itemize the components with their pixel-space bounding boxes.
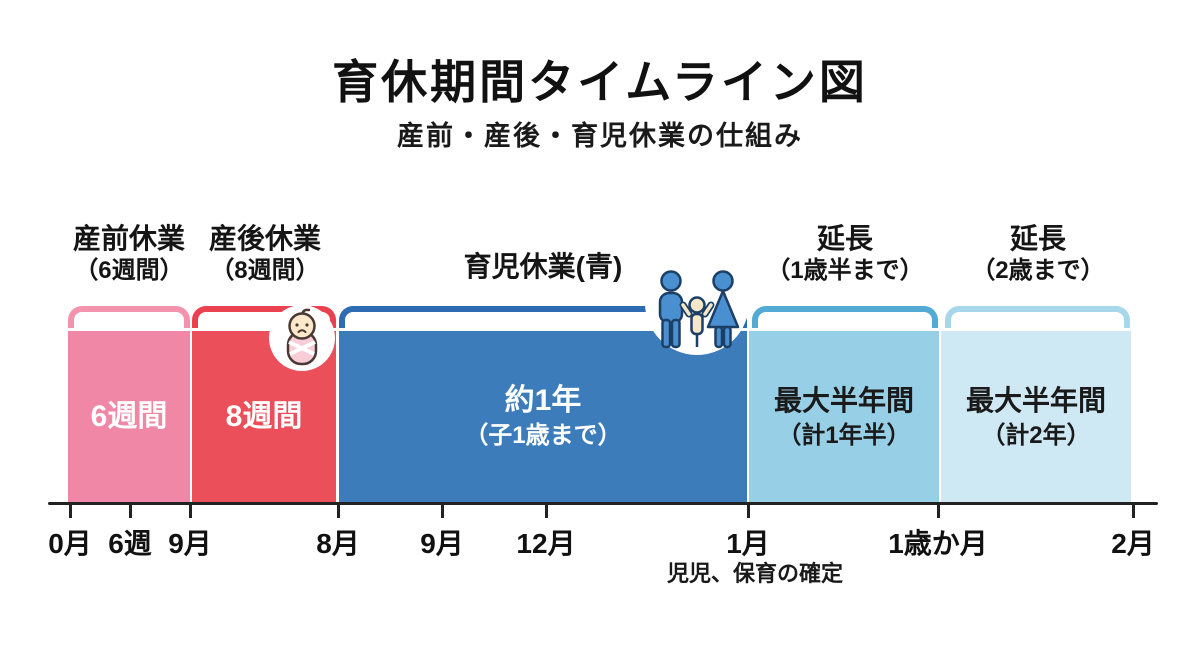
page-title: 育休期間タイムライン図	[332, 56, 868, 108]
bar-text: 6週間	[90, 399, 168, 433]
heading-postnatal-leave: 産後休業 （8週間）	[184, 222, 346, 286]
axis-tick-label: 1月	[726, 528, 770, 559]
axis-tick	[441, 505, 444, 518]
axis-tick-label: 0月	[48, 528, 92, 559]
bracket-prenatal-leave	[68, 306, 190, 328]
axis-tick-label: 9月	[420, 528, 464, 559]
axis-tick	[1132, 505, 1135, 518]
heading-extension-18mo: 延長 （1歳半まで）	[760, 222, 930, 286]
heading-text: 産後休業	[208, 223, 321, 254]
heading-text: 延長	[816, 223, 873, 254]
bar-childcare-leave: 約1年 （子1歳まで）	[339, 331, 747, 502]
axis-tick	[129, 505, 132, 518]
axis-tick-label: 8月	[316, 528, 360, 559]
bar-subtext: （計1年半）	[777, 421, 911, 449]
heading-text: 産前休業	[72, 223, 185, 254]
heading-childcare-leave: 育児休業(青)	[393, 250, 693, 284]
bar-subtext: （子1歳まで）	[464, 421, 622, 449]
bar-text: 8週間	[225, 399, 303, 433]
axis-tick-label: 2月	[1111, 528, 1155, 559]
axis-tick-label: 9月	[168, 528, 212, 559]
axis-tick	[545, 505, 548, 518]
heading-subtext: （6週間）	[74, 257, 184, 284]
axis-note: 児児、保育の確定	[666, 561, 843, 586]
bar-text: 最大半年間	[965, 384, 1106, 416]
heading-prenatal-leave: 産前休業 （6週間）	[48, 222, 210, 286]
axis-tick-label: 1歳か月	[888, 528, 988, 559]
axis-tick-label: 6週	[108, 528, 152, 559]
bracket-extension-18mo	[752, 306, 938, 328]
heading-subtext: （2歳まで）	[971, 257, 1105, 284]
bar-subtext: （計2年）	[981, 421, 1091, 449]
bar-text: 約1年	[504, 383, 582, 417]
bracket-postnatal-leave	[192, 306, 336, 328]
bar-prenatal-leave: 6週間	[68, 331, 190, 502]
axis-tick	[937, 505, 940, 518]
heading-subtext: （1歳半まで）	[766, 257, 924, 284]
axis-tick-label: 12月	[516, 528, 576, 559]
bar-extension-18mo: 最大半年間 （計1年半）	[749, 331, 939, 502]
timeline-axis	[48, 502, 1158, 505]
page-subtitle: 産前・産後・育児休業の仕組み	[397, 121, 803, 151]
heading-text: 育児休業(青)	[463, 251, 623, 282]
axis-tick	[69, 505, 72, 518]
axis-tick	[189, 505, 192, 518]
bar-text: 最大半年間	[773, 384, 914, 416]
axis-tick	[747, 505, 750, 518]
parents-with-child-icon	[658, 270, 740, 349]
bar-extension-24mo: 最大半年間 （計2年）	[941, 331, 1131, 502]
heading-extension-24mo: 延長 （2歳まで）	[953, 222, 1123, 286]
heading-text: 延長	[1009, 223, 1066, 254]
axis-tick	[337, 505, 340, 518]
swaddled-baby-icon	[286, 308, 318, 366]
heading-subtext: （8週間）	[210, 257, 320, 284]
bracket-extension-24mo	[945, 306, 1130, 328]
